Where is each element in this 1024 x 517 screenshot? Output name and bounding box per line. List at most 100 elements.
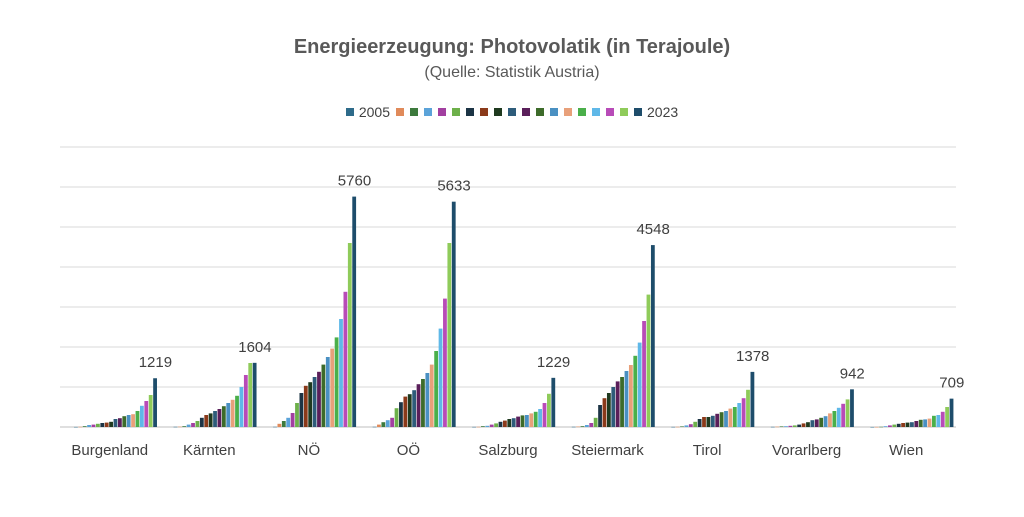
bar (797, 424, 802, 427)
bar (312, 377, 317, 427)
bar (429, 364, 434, 427)
bar (905, 422, 910, 427)
bar (949, 398, 954, 427)
bar (438, 328, 443, 427)
legend-item (620, 108, 628, 116)
bar (173, 426, 178, 428)
legend-item (508, 108, 516, 116)
bar (593, 417, 598, 427)
bar (801, 423, 806, 427)
bar (792, 425, 797, 427)
bar (144, 401, 149, 427)
bar (385, 420, 390, 427)
bar (330, 348, 335, 427)
bar (82, 426, 87, 427)
bar (741, 398, 746, 427)
bar (481, 426, 485, 427)
bar (217, 409, 222, 427)
bar (451, 201, 456, 427)
legend-swatch (578, 108, 586, 116)
bar (489, 424, 494, 427)
bar (684, 425, 689, 427)
bar (131, 414, 135, 427)
chart-legend: 2005 2023 (0, 104, 1024, 120)
legend-swatch (564, 108, 572, 116)
x-tick-label: Salzburg (478, 442, 537, 459)
bar (628, 365, 633, 427)
bar (620, 377, 624, 427)
bar (87, 425, 91, 427)
bar (139, 405, 144, 427)
bar (317, 371, 321, 427)
data-label: 1604 (238, 339, 271, 356)
bar (688, 424, 693, 427)
bar (290, 413, 295, 427)
bar (702, 417, 706, 427)
legend-swatch (494, 108, 502, 116)
legend-swatch (452, 108, 460, 116)
bar (221, 406, 226, 427)
bar (273, 426, 277, 428)
bar (191, 423, 195, 427)
bar (538, 409, 542, 427)
bar (828, 413, 832, 427)
bar (213, 411, 217, 427)
data-label: 4548 (636, 221, 669, 238)
bar (390, 417, 395, 427)
bar (199, 417, 204, 427)
legend-label: 2023 (647, 104, 679, 120)
bar (836, 407, 841, 427)
bar (381, 422, 386, 427)
bar (814, 419, 819, 427)
bar (633, 355, 638, 427)
data-label: 942 (840, 365, 865, 382)
bar (153, 378, 157, 427)
bar (936, 415, 941, 427)
bar (584, 425, 589, 427)
bar (73, 426, 78, 428)
bar (243, 375, 248, 427)
bar (299, 393, 304, 427)
data-label: 5760 (338, 173, 371, 190)
bar (498, 421, 503, 427)
bar (533, 411, 538, 427)
legend-item (452, 108, 460, 116)
bar (901, 423, 906, 427)
bar (113, 419, 118, 427)
x-tick-label: Vorarlberg (772, 442, 841, 459)
bar (403, 396, 408, 427)
bar (932, 415, 936, 427)
bar (109, 421, 113, 427)
bar (104, 422, 109, 427)
legend-item (424, 108, 432, 116)
legend-swatch (508, 108, 516, 116)
legend-item (466, 108, 474, 116)
x-tick-label: Wien (889, 442, 923, 459)
legend-swatch (345, 108, 354, 116)
legend-swatch (466, 108, 474, 116)
bar (642, 321, 646, 427)
bar (770, 426, 775, 428)
legend-item (480, 108, 488, 116)
bar (896, 423, 901, 427)
bar (945, 407, 950, 427)
bar (615, 381, 620, 427)
bar (606, 393, 611, 427)
bar (503, 420, 507, 427)
bar (208, 413, 213, 427)
legend-swatch (634, 108, 642, 116)
chart-subtitle: (Quelle: Statistik Austria) (424, 64, 600, 81)
bar (485, 425, 490, 427)
bar (637, 342, 642, 427)
data-label: 709 (939, 375, 964, 392)
bar (377, 424, 381, 427)
bar (737, 403, 742, 427)
bar (399, 402, 403, 427)
bar (910, 422, 914, 427)
legend-item (522, 108, 530, 116)
bar (779, 426, 784, 427)
bar (888, 425, 892, 427)
legend-item (494, 108, 502, 116)
bar (303, 385, 308, 427)
